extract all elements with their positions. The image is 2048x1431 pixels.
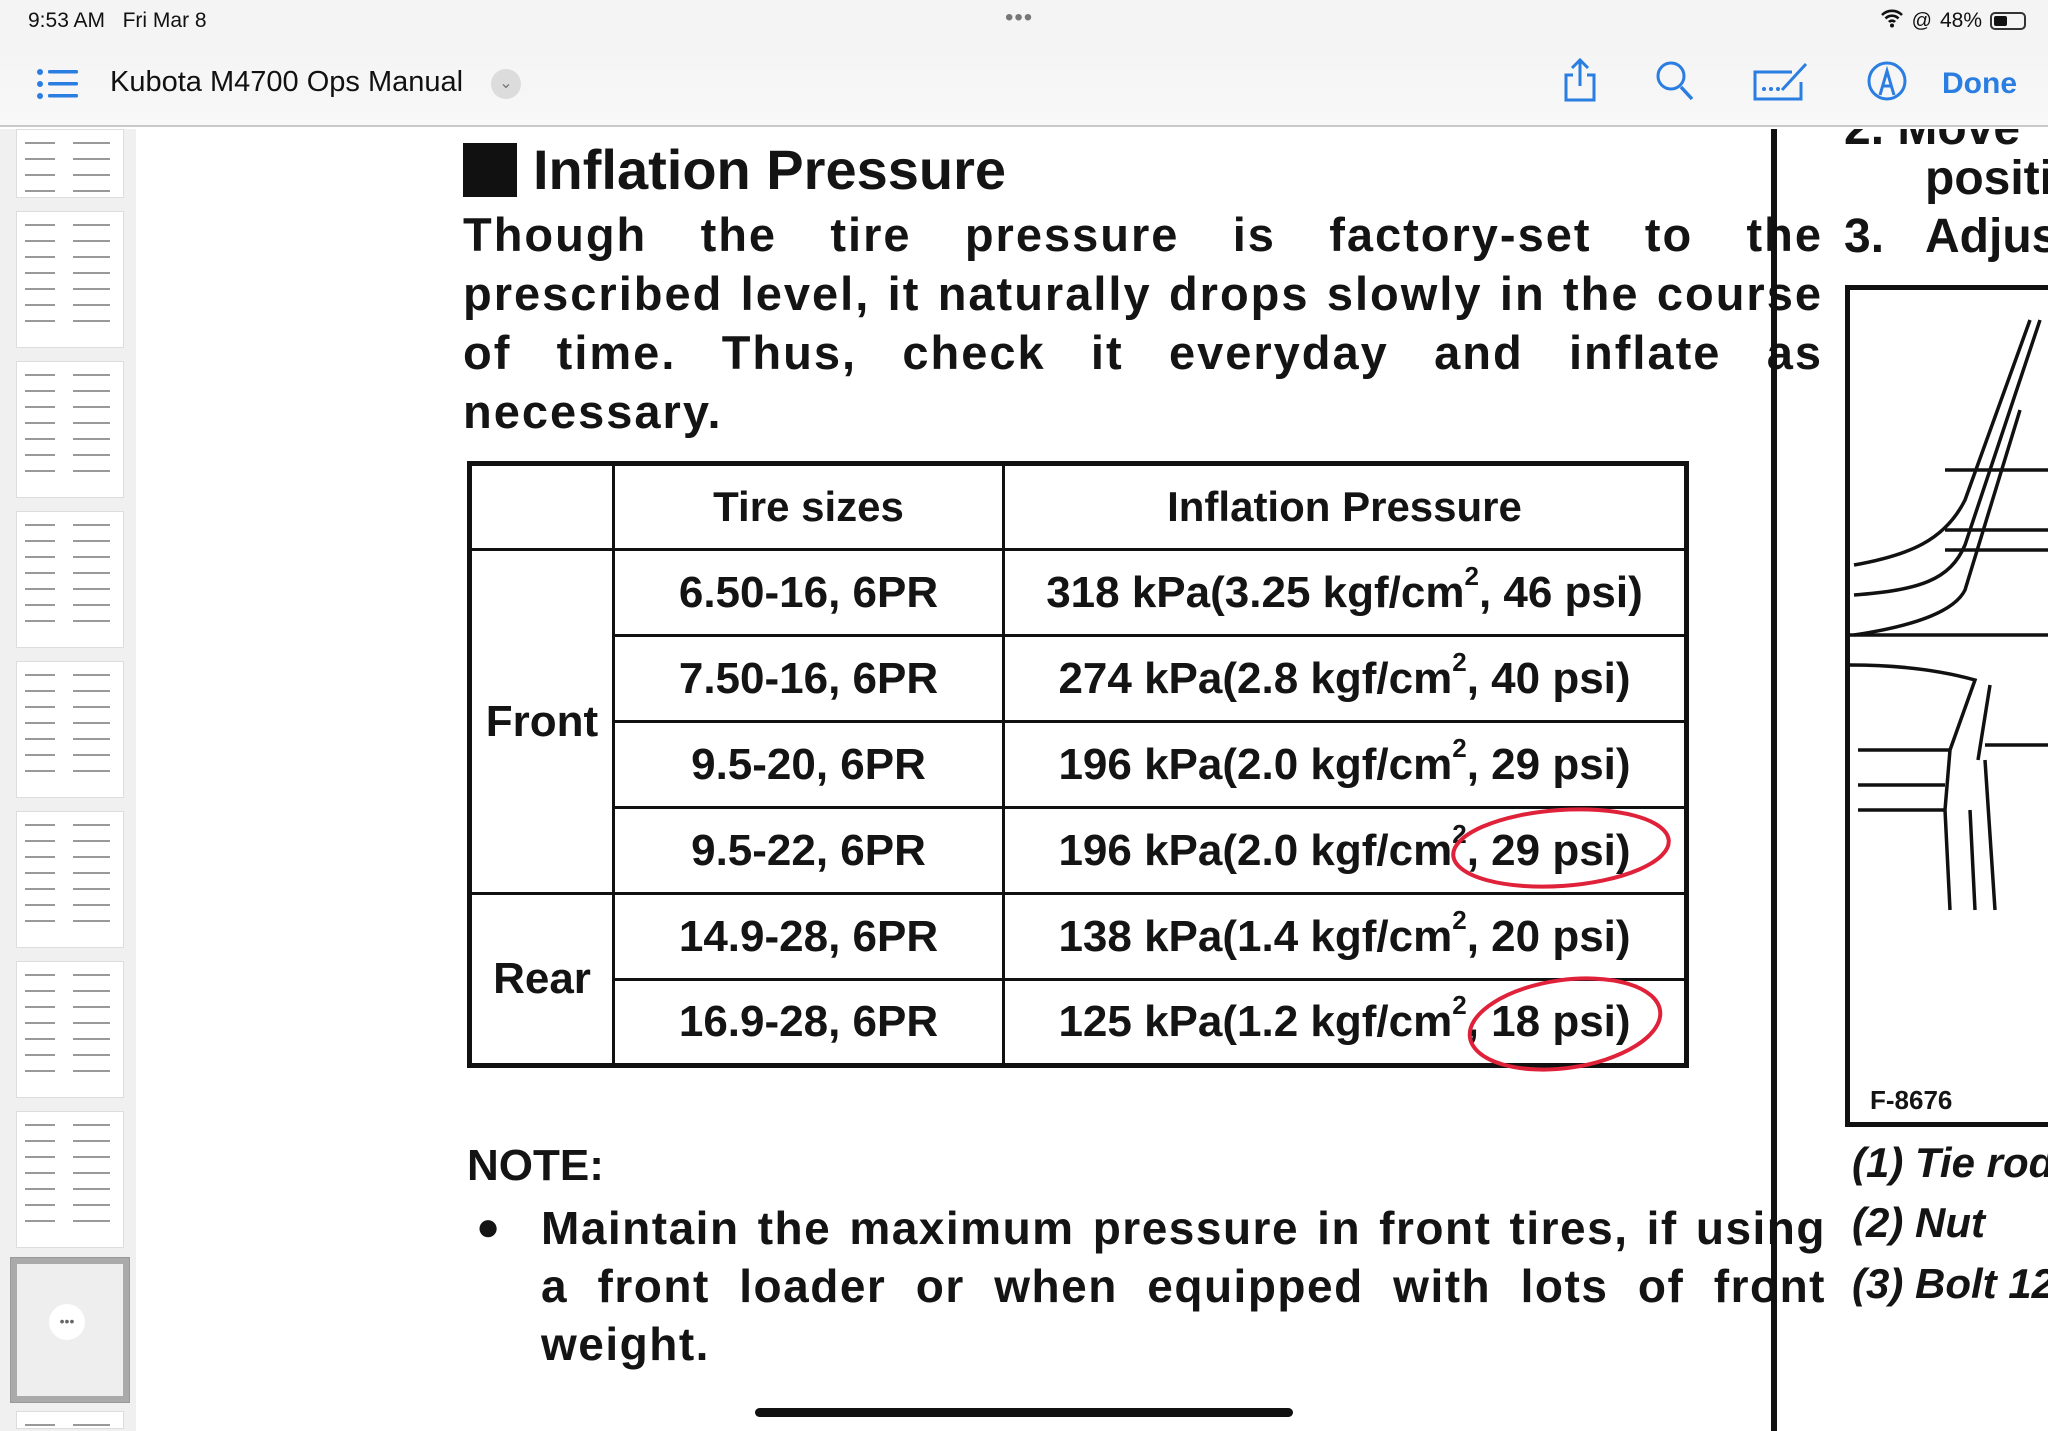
tie-rod-drawing	[1849, 319, 2048, 911]
column-divider	[1771, 129, 1777, 1431]
share-icon[interactable]	[1562, 57, 1598, 111]
tire-size-cell: 16.9-28, 6PR	[612, 978, 1005, 1067]
battery-percent: 48%	[1939, 9, 1982, 32]
caption-1: (1) Tie rod	[1852, 1139, 2048, 1186]
home-indicator[interactable]	[755, 1408, 1293, 1417]
status-time: 9:53 AM Fri Mar 8	[28, 9, 207, 32]
inflation-pressure-table: Tire sizes Inflation Pressure Front 6.50-…	[467, 461, 1689, 1068]
table-row: 7.50-16, 6PR 274 kPa(2.8 kgf/cm2, 40 psi)	[470, 634, 1688, 723]
header-tire-sizes: Tire sizes	[612, 462, 1005, 551]
group-front: Front	[468, 548, 615, 895]
pressure-cell: 196 kPa(2.0 kgf/cm2, 29 psi)	[1002, 806, 1688, 895]
header-empty	[468, 462, 615, 551]
heading-square-icon	[463, 142, 517, 197]
table-row: 9.5-20, 6PR 196 kPa(2.0 kgf/cm2, 29 psi)	[470, 720, 1688, 809]
tire-size-cell: 7.50-16, 6PR	[612, 634, 1005, 723]
step-2-text: 2. Move	[1844, 129, 2020, 156]
markup-icon[interactable]	[1752, 60, 1810, 111]
step-2-continued: positi	[1925, 152, 2048, 205]
page-thumbnail[interactable]	[16, 661, 124, 798]
tire-size-cell: 9.5-20, 6PR	[612, 720, 1005, 809]
tire-size-cell: 9.5-22, 6PR	[612, 806, 1005, 895]
table-row: 9.5-22, 6PR 196 kPa(2.0 kgf/cm2, 29 psi)	[470, 806, 1688, 895]
more-options-button[interactable]: •••	[49, 1304, 85, 1340]
group-rear: Rear	[468, 892, 615, 1067]
table-row: Front 6.50-16, 6PR 318 kPa(3.25 kgf/cm2, 4…	[468, 548, 1688, 895]
figure-diagram: F-8676	[1845, 285, 2048, 1127]
status-bar: 9:53 AM Fri Mar 8 ••• @ 48%	[0, 0, 2048, 42]
done-button[interactable]: Done	[1942, 67, 2017, 100]
pen-icon[interactable]	[1866, 60, 1908, 111]
document-page: Inflation Pressure Though the tire press…	[138, 129, 2048, 1431]
battery-icon	[1990, 12, 2026, 30]
page-thumbnail[interactable]	[16, 361, 124, 498]
tire-size-cell: 6.50-16, 6PR	[612, 548, 1005, 637]
multitasking-dots[interactable]: •••	[1005, 4, 1034, 31]
figure-label: F-8676	[1870, 1085, 1953, 1115]
table-header-row: Tire sizes Inflation Pressure	[468, 462, 1688, 551]
page-thumbnail[interactable]	[16, 129, 124, 198]
page-thumbnail[interactable]	[16, 1411, 124, 1429]
wifi-icon	[1880, 8, 1904, 34]
bullet-icon: ●	[476, 1205, 501, 1249]
step-3-text: Adjus	[1925, 210, 2048, 263]
note-heading: NOTE:	[467, 1141, 604, 1190]
page-thumbnail-sidebar[interactable]: •••	[0, 129, 136, 1431]
pressure-cell: 138 kPa(1.4 kgf/cm2, 20 psi)	[1002, 892, 1688, 981]
page-thumbnail[interactable]	[16, 811, 124, 948]
pressure-cell: 318 kPa(3.25 kgf/cm2, 46 psi)	[1002, 548, 1688, 637]
search-icon[interactable]	[1655, 60, 1695, 111]
chevron-down-icon[interactable]: ⌄	[491, 69, 521, 99]
intro-paragraph: Though the tire pressure is factory-set …	[463, 208, 1823, 438]
caption-3: (3) Bolt 12	[1852, 1260, 2048, 1307]
step-3-number: 3.	[1844, 210, 1885, 263]
list-icon[interactable]	[36, 68, 78, 105]
caption-2: (2) Nut	[1852, 1199, 1985, 1246]
table-row: 16.9-28, 6PR 125 kPa(1.2 kgf/cm2, 18 psi)	[470, 978, 1688, 1067]
document-title[interactable]: Kubota M4700 Ops Manual	[110, 66, 464, 98]
orientation-lock-icon: @	[1911, 9, 1932, 32]
tire-size-cell: 14.9-28, 6PR	[612, 892, 1005, 981]
note-text: Maintain the maximum pressure in front t…	[541, 1202, 1826, 1370]
pressure-cell: 196 kPa(2.0 kgf/cm2, 29 psi)	[1002, 720, 1688, 809]
page-thumbnail-selected[interactable]: •••	[10, 1257, 130, 1403]
page-thumbnail[interactable]	[16, 511, 124, 648]
pressure-cell: 125 kPa(1.2 kgf/cm2, 18 psi)	[1002, 978, 1688, 1067]
page-thumbnail[interactable]	[16, 961, 124, 1098]
table-row: Rear 14.9-28, 6PR 138 kPa(1.4 kgf/cm2, 20 …	[468, 892, 1688, 1067]
page-thumbnail[interactable]	[16, 211, 124, 348]
pressure-cell: 274 kPa(2.8 kgf/cm2, 40 psi)	[1002, 634, 1688, 723]
header-inflation-pressure: Inflation Pressure	[1002, 462, 1688, 551]
toolbar: Kubota M4700 Ops Manual ⌄ Done	[0, 42, 2048, 127]
page-thumbnail[interactable]	[16, 1111, 124, 1248]
section-heading: Inflation Pressure	[463, 137, 1006, 202]
